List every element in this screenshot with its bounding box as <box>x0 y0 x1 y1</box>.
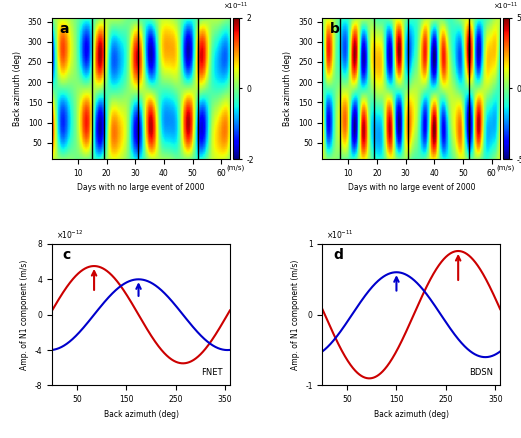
Text: $\times\!10^{-12}$: $\times\!10^{-12}$ <box>56 229 83 241</box>
Text: (m/s): (m/s) <box>227 165 245 171</box>
X-axis label: Days with no large event of 2000: Days with no large event of 2000 <box>348 184 475 192</box>
Y-axis label: Amp. of N1 component (m/s): Amp. of N1 component (m/s) <box>20 259 29 370</box>
Y-axis label: Back azimuth (deg): Back azimuth (deg) <box>13 51 22 126</box>
Text: $\times\!10^{-11}$: $\times\!10^{-11}$ <box>326 229 354 241</box>
X-axis label: Back azimuth (deg): Back azimuth (deg) <box>104 410 179 419</box>
X-axis label: Days with no large event of 2000: Days with no large event of 2000 <box>77 184 205 192</box>
Text: FNET: FNET <box>201 368 223 377</box>
Text: $\times\!10^{-11}$: $\times\!10^{-11}$ <box>493 0 519 12</box>
Text: BDSN: BDSN <box>469 368 493 377</box>
Text: b: b <box>329 22 339 36</box>
Text: (m/s): (m/s) <box>497 165 515 171</box>
Y-axis label: Back azimuth (deg): Back azimuth (deg) <box>283 51 292 126</box>
Text: $\times\!10^{-11}$: $\times\!10^{-11}$ <box>223 0 249 12</box>
Y-axis label: Amp. of N1 component (m/s): Amp. of N1 component (m/s) <box>291 259 300 370</box>
X-axis label: Back azimuth (deg): Back azimuth (deg) <box>374 410 449 419</box>
Text: c: c <box>63 248 71 262</box>
Text: d: d <box>333 248 343 262</box>
Text: a: a <box>59 22 69 36</box>
